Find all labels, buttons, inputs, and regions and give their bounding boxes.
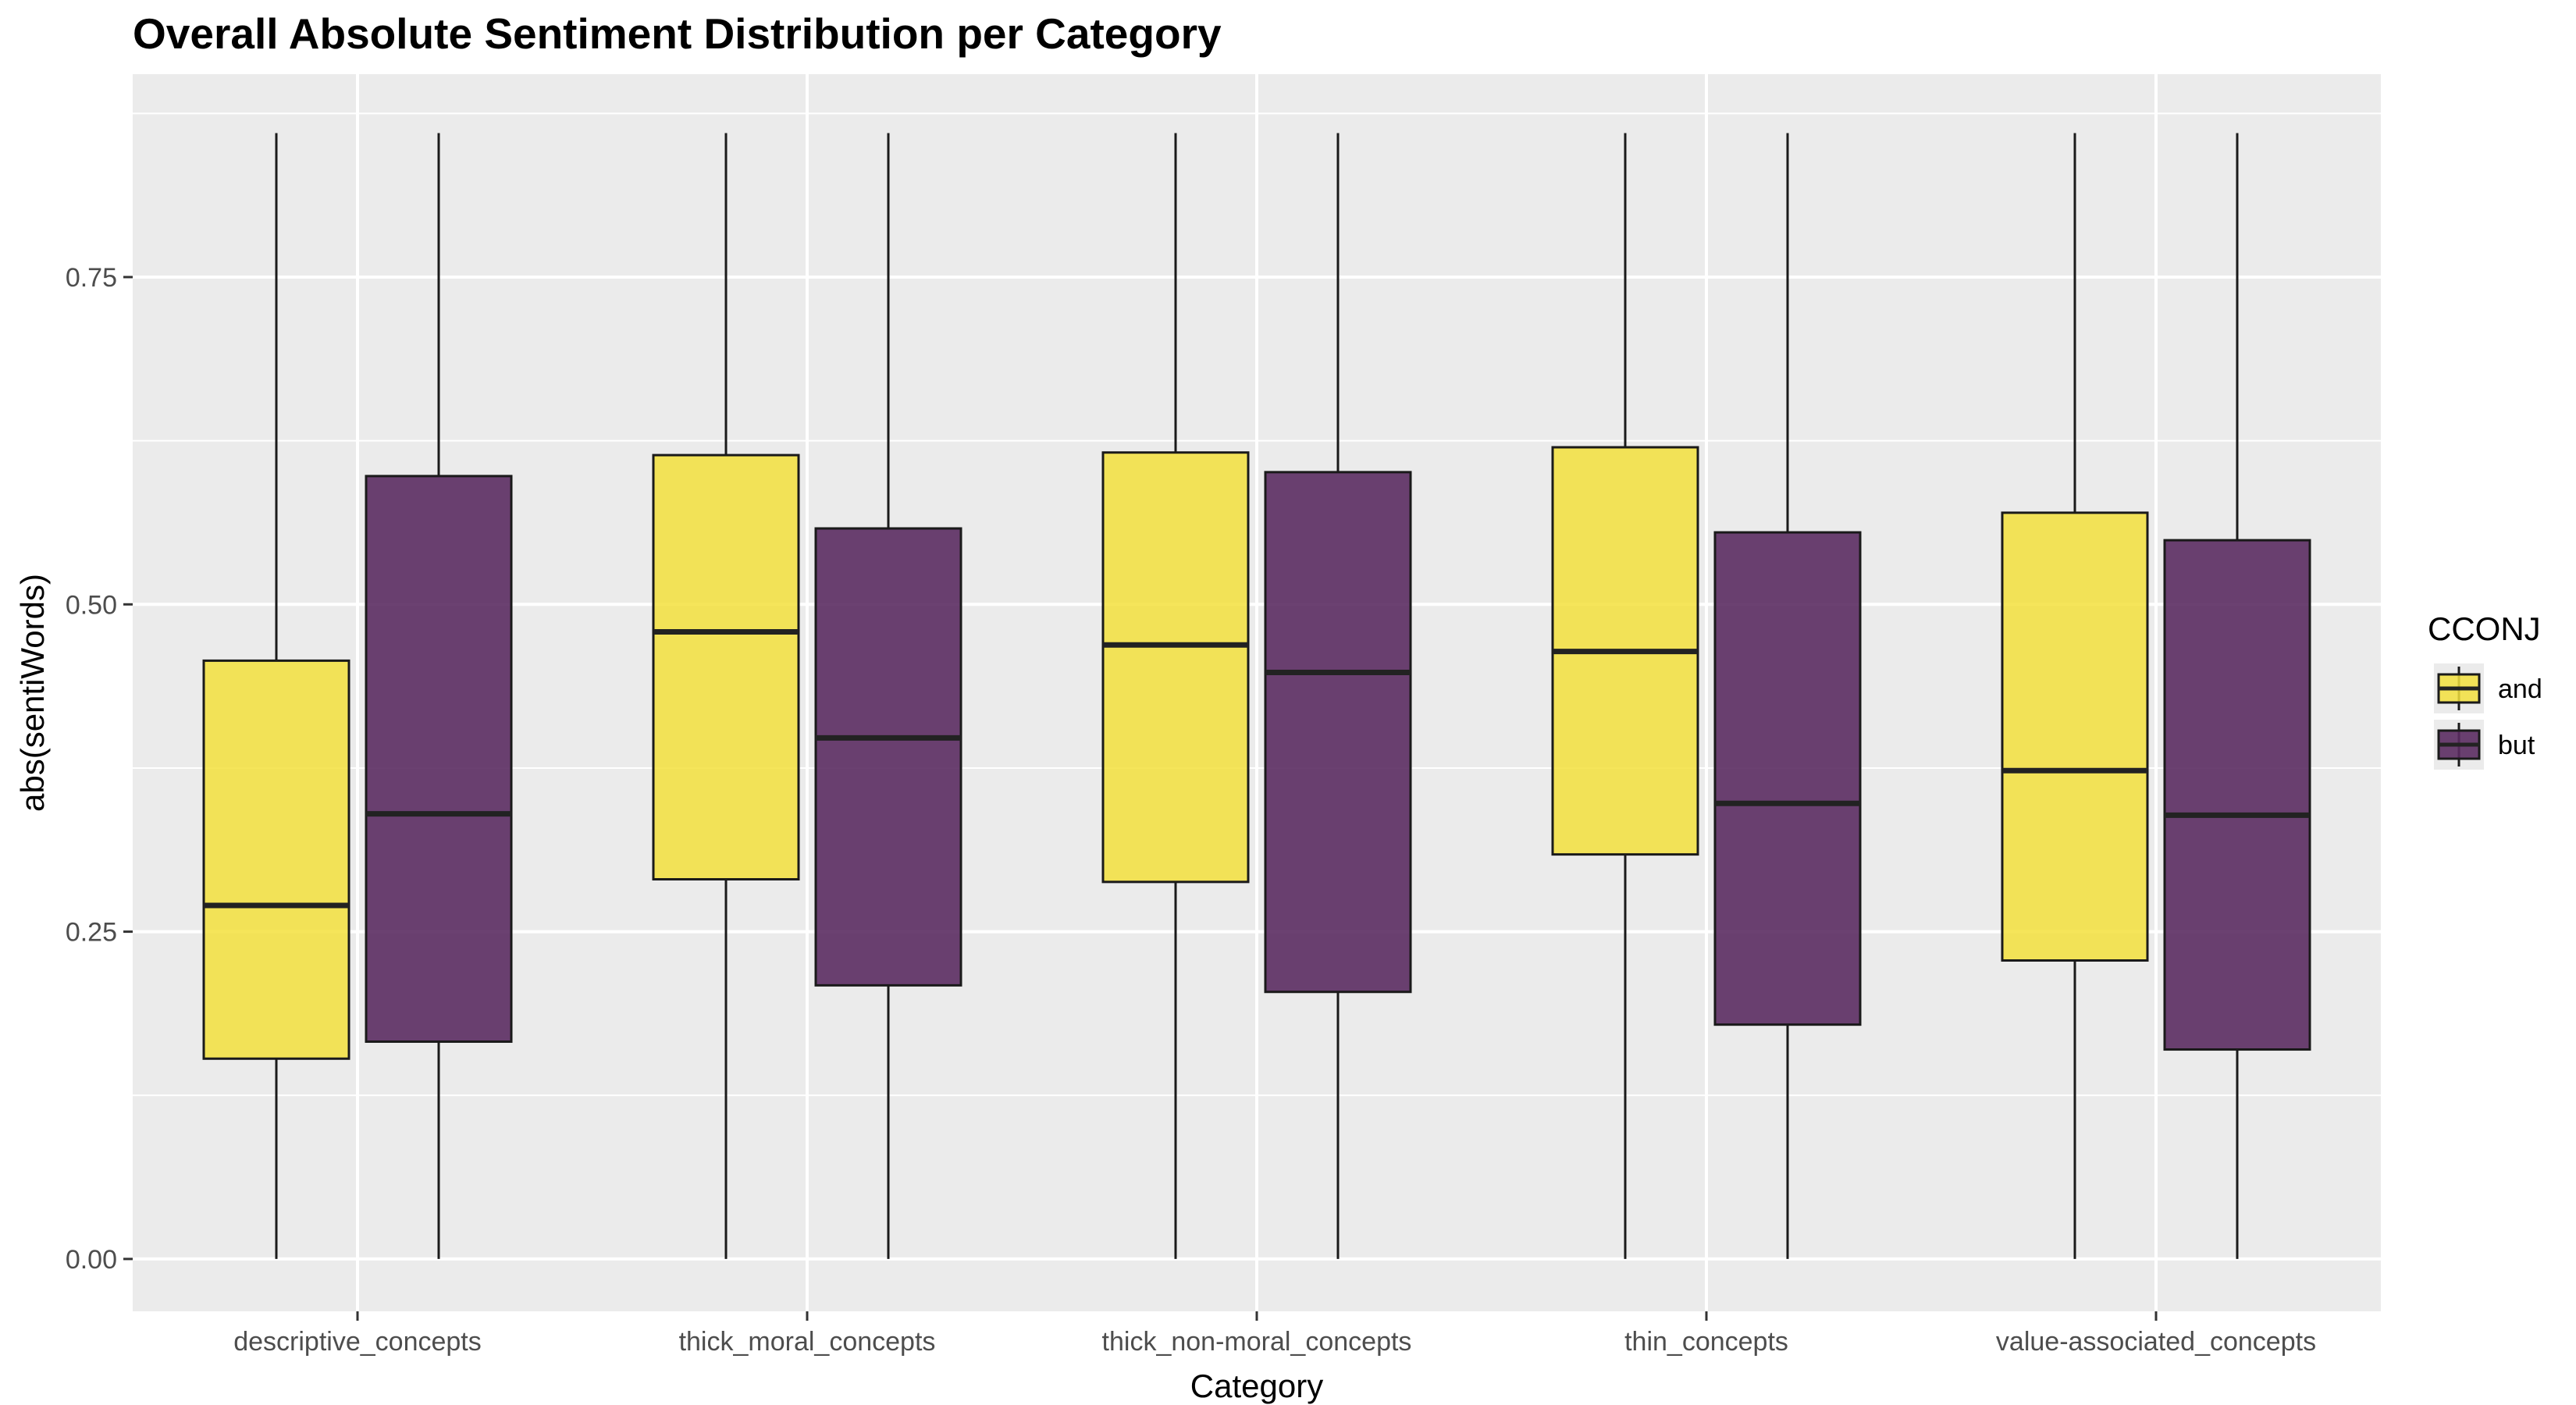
box-and-thick_moral_concepts bbox=[652, 133, 800, 1259]
legend-items: and but bbox=[2434, 663, 2542, 770]
legend-label: but bbox=[2498, 731, 2535, 760]
box-but-thick_non-moral_concepts bbox=[1264, 133, 1412, 1259]
box-and-value-associated_concepts bbox=[2001, 133, 2149, 1259]
box-and-descriptive_concepts bbox=[202, 133, 350, 1259]
legend-item-and: and bbox=[2434, 663, 2542, 713]
y-axis-title: abs(sentiWords) bbox=[14, 574, 51, 812]
legend: CCONJ and but bbox=[2428, 610, 2554, 777]
box-series bbox=[202, 133, 2311, 1259]
box-but-thick_moral_concepts bbox=[814, 133, 962, 1259]
box-but-thin_concepts bbox=[1713, 133, 1862, 1259]
box-but-value-associated_concepts bbox=[2163, 133, 2311, 1259]
legend-title: CCONJ bbox=[2428, 610, 2541, 647]
x-axis-title: Category bbox=[1190, 1368, 1323, 1404]
x-tick-label: thick_non-moral_concepts bbox=[1102, 1327, 1412, 1357]
box-body bbox=[1101, 451, 1250, 884]
y-axis-ticks: 0.00 0.25 0.50 0.75 bbox=[66, 263, 133, 1275]
box-but-descriptive_concepts bbox=[365, 133, 513, 1259]
box-body bbox=[1264, 471, 1412, 994]
box-and-thin_concepts bbox=[1551, 133, 1699, 1259]
box-body bbox=[1713, 531, 1862, 1026]
legend-label: and bbox=[2498, 674, 2542, 704]
y-tick-label: 0.50 bbox=[66, 590, 117, 620]
y-tick-label: 0.75 bbox=[66, 263, 117, 293]
x-tick-label: thick_moral_concepts bbox=[679, 1327, 936, 1357]
box-body bbox=[814, 527, 962, 987]
y-tick-label: 0.00 bbox=[66, 1245, 117, 1275]
chart-title: Overall Absolute Sentiment Distribution … bbox=[133, 9, 1222, 58]
x-tick-label: descriptive_concepts bbox=[233, 1327, 482, 1357]
x-axis-ticks: descriptive_concepts thick_moral_concepts… bbox=[233, 1311, 2316, 1357]
series-but bbox=[365, 133, 2311, 1259]
box-body bbox=[202, 659, 350, 1060]
box-body bbox=[2001, 511, 2149, 962]
box-body bbox=[652, 454, 800, 881]
y-tick-label: 0.25 bbox=[66, 918, 117, 948]
legend-item-but: but bbox=[2434, 720, 2535, 770]
x-tick-label: value-associated_concepts bbox=[1996, 1327, 2316, 1357]
x-tick-label: thin_concepts bbox=[1624, 1327, 1788, 1357]
box-body bbox=[365, 475, 513, 1043]
box-and-thick_non-moral_concepts bbox=[1101, 133, 1250, 1259]
box-body bbox=[2163, 539, 2311, 1051]
series-and bbox=[202, 133, 2149, 1259]
